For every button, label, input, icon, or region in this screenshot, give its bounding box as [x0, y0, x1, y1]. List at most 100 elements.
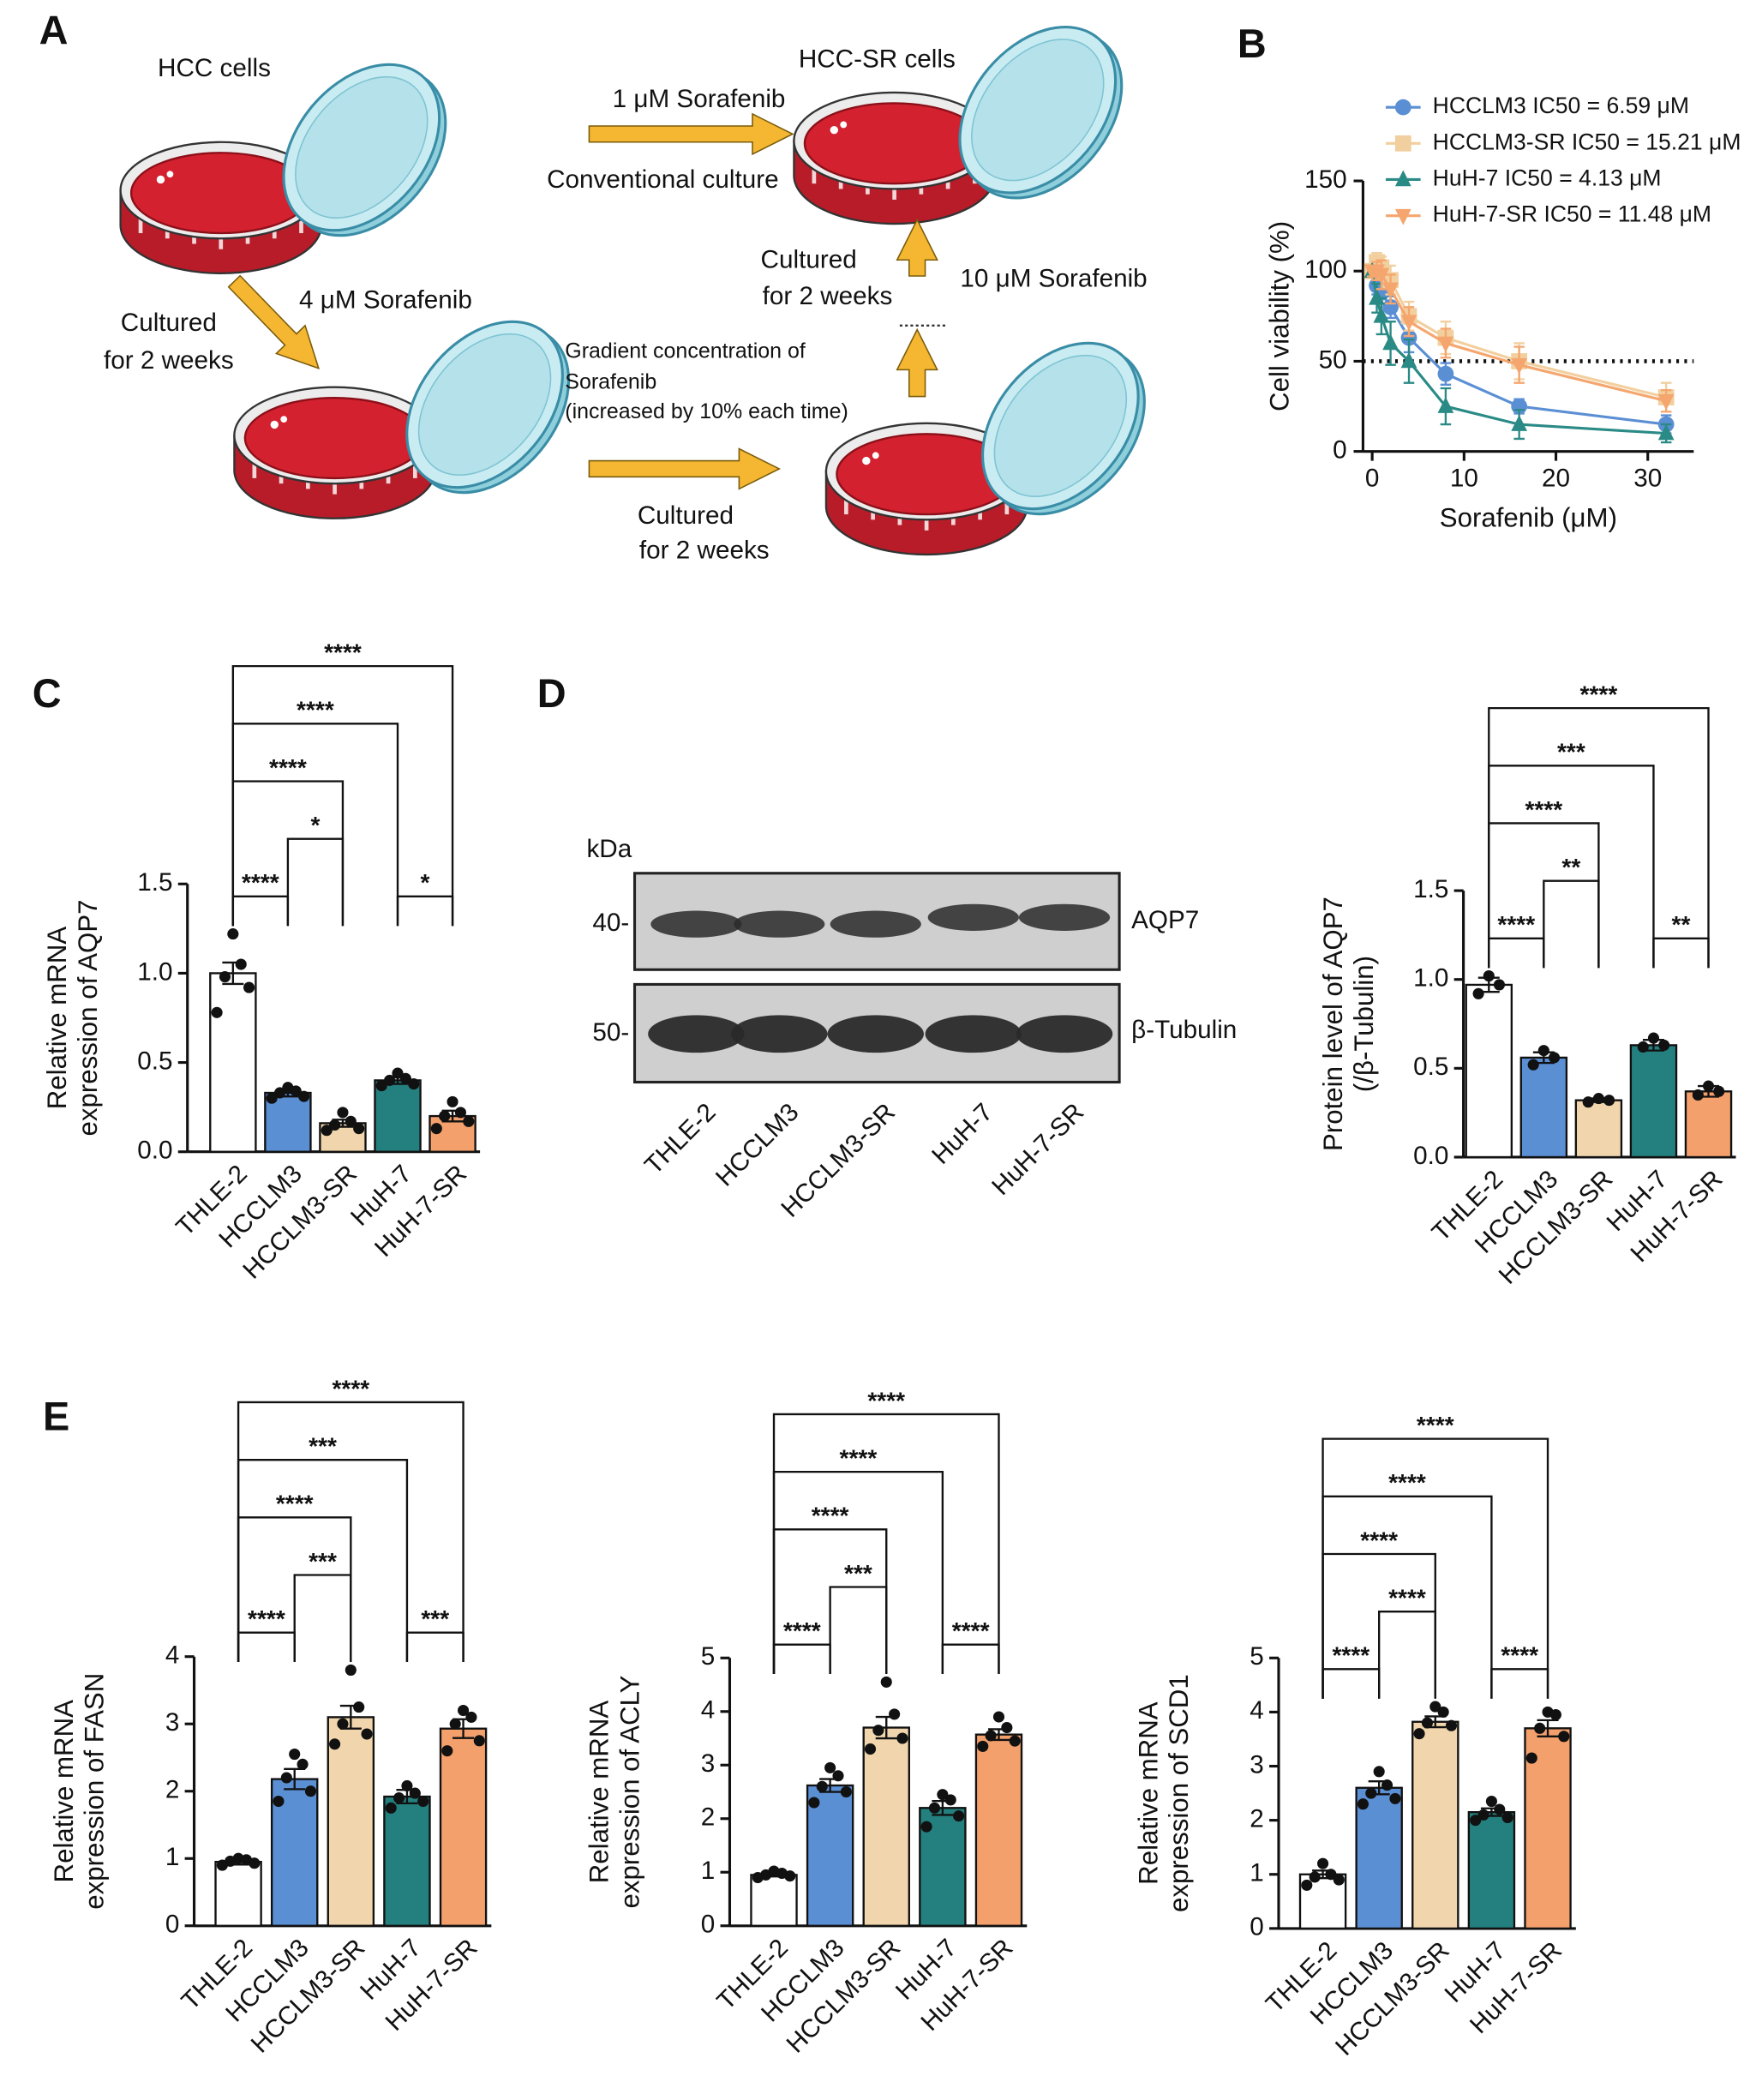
legend-label: HuH-7 IC50 = 4.13 μM — [1433, 165, 1662, 191]
data-point — [399, 1072, 411, 1084]
y-tick-label: 3 — [165, 1708, 180, 1737]
dish-highlight — [872, 452, 879, 459]
legend-label: HCCLM3-SR IC50 = 15.21 μM — [1433, 129, 1741, 154]
data-point — [752, 1871, 764, 1884]
data-point — [401, 1779, 413, 1792]
y-tick-label: 1.0 — [1413, 964, 1448, 993]
significance-bracket — [1543, 879, 1600, 969]
significance-label: **** — [1525, 796, 1562, 823]
data-point — [385, 1802, 397, 1814]
petri-dish — [119, 141, 323, 274]
data-point — [1713, 1085, 1725, 1097]
data-point — [1485, 1795, 1497, 1808]
data-point — [872, 1725, 884, 1737]
data-point — [375, 1080, 387, 1092]
data-point — [896, 1732, 908, 1744]
data-point — [1309, 1871, 1321, 1883]
significance-bracket — [1488, 706, 1710, 969]
significance-bracket — [1378, 1610, 1436, 1699]
data-point — [219, 971, 231, 983]
significance-label: **** — [1580, 681, 1618, 707]
data-point — [1317, 1857, 1329, 1869]
data-point — [1558, 1731, 1570, 1743]
significance-bracket — [941, 1643, 1000, 1675]
data-point — [417, 1795, 429, 1808]
blot-lane-label: THLE-2 — [639, 1098, 722, 1180]
y-axis-label: Relative mRNA — [584, 1701, 614, 1884]
blot-lane-label: HuH-7-SR — [986, 1098, 1089, 1201]
significance-label: ** — [1561, 854, 1580, 880]
significance-bracket — [286, 837, 345, 927]
data-point — [1400, 329, 1417, 346]
bar — [374, 1079, 422, 1153]
dish-medium — [803, 102, 986, 185]
y-tick-label: 1 — [701, 1857, 716, 1885]
data-point — [824, 1761, 836, 1773]
blot-band — [650, 910, 742, 938]
dish-highlight — [830, 126, 839, 135]
bar — [1411, 1720, 1459, 1930]
arrow — [896, 327, 938, 398]
arrow — [588, 447, 782, 490]
y-tick-label: 4 — [701, 1696, 716, 1725]
diagram-label: Cultured — [638, 501, 734, 530]
diagram-label: (increased by 10% each time) — [565, 399, 848, 423]
significance-bracket — [231, 664, 454, 927]
data-point — [1592, 1093, 1604, 1105]
significance-bracket — [1322, 1437, 1549, 1699]
data-point — [329, 1119, 341, 1131]
bar — [1629, 1044, 1678, 1159]
panel-label: C — [33, 671, 62, 716]
y-tick-label: 0.5 — [1413, 1053, 1448, 1081]
bar — [383, 1795, 431, 1927]
significance-bracket — [772, 1413, 1000, 1675]
data-point — [1001, 1721, 1013, 1734]
lid-inner — [417, 333, 552, 477]
data-point — [1373, 306, 1390, 323]
diagram-label: Conventional culture — [547, 165, 779, 194]
arrow — [588, 112, 794, 156]
data-point — [321, 1125, 333, 1137]
bar — [1574, 1099, 1623, 1159]
dish-highlight — [840, 121, 848, 129]
y-axis-label: Relative mRNA — [49, 1700, 79, 1883]
x-axis-label: Sorafenib (μM) — [1440, 503, 1617, 533]
data-point — [1382, 333, 1399, 351]
data-point — [1637, 1041, 1649, 1053]
data-point — [249, 1857, 261, 1869]
blot-protein: AQP7 — [1131, 906, 1199, 934]
bar — [214, 1860, 262, 1927]
legend-marker — [1394, 170, 1411, 187]
y-tick-label: 0 — [165, 1911, 180, 1939]
diagram-label: for 2 weeks — [763, 282, 893, 310]
diagram-label: 4 μM Sorafenib — [299, 286, 472, 315]
data-point — [297, 1758, 309, 1770]
data-point — [457, 1704, 470, 1717]
y-tick-label: 4 — [1250, 1696, 1264, 1725]
bar — [1467, 1811, 1516, 1930]
dish-lid — [405, 320, 571, 495]
data-point — [361, 1728, 373, 1740]
significance-label: **** — [269, 754, 307, 781]
significance-label: **** — [840, 1444, 878, 1471]
data-point — [337, 1107, 349, 1119]
data-point — [1009, 1735, 1021, 1747]
y-tick-label: 0.0 — [137, 1137, 172, 1165]
significance-label: **** — [1501, 1642, 1538, 1669]
significance-label: *** — [1557, 739, 1585, 765]
data-point — [1603, 1095, 1615, 1107]
y-tick-label: 5 — [1250, 1642, 1264, 1671]
data-point — [1437, 365, 1454, 382]
data-point — [235, 958, 247, 970]
data-point — [1470, 1815, 1482, 1827]
data-point — [408, 1078, 420, 1090]
x-tick-label: 0 — [1365, 464, 1380, 492]
legend-marker — [1394, 99, 1411, 116]
dish-lid — [958, 26, 1124, 200]
y-tick-label: 2 — [1250, 1804, 1264, 1833]
significance-label: ** — [1672, 911, 1691, 938]
diagram-label: for 2 weeks — [639, 537, 770, 565]
significance-label: **** — [276, 1491, 314, 1517]
data-point — [889, 1708, 901, 1720]
y-tick-label: 5 — [701, 1642, 716, 1671]
